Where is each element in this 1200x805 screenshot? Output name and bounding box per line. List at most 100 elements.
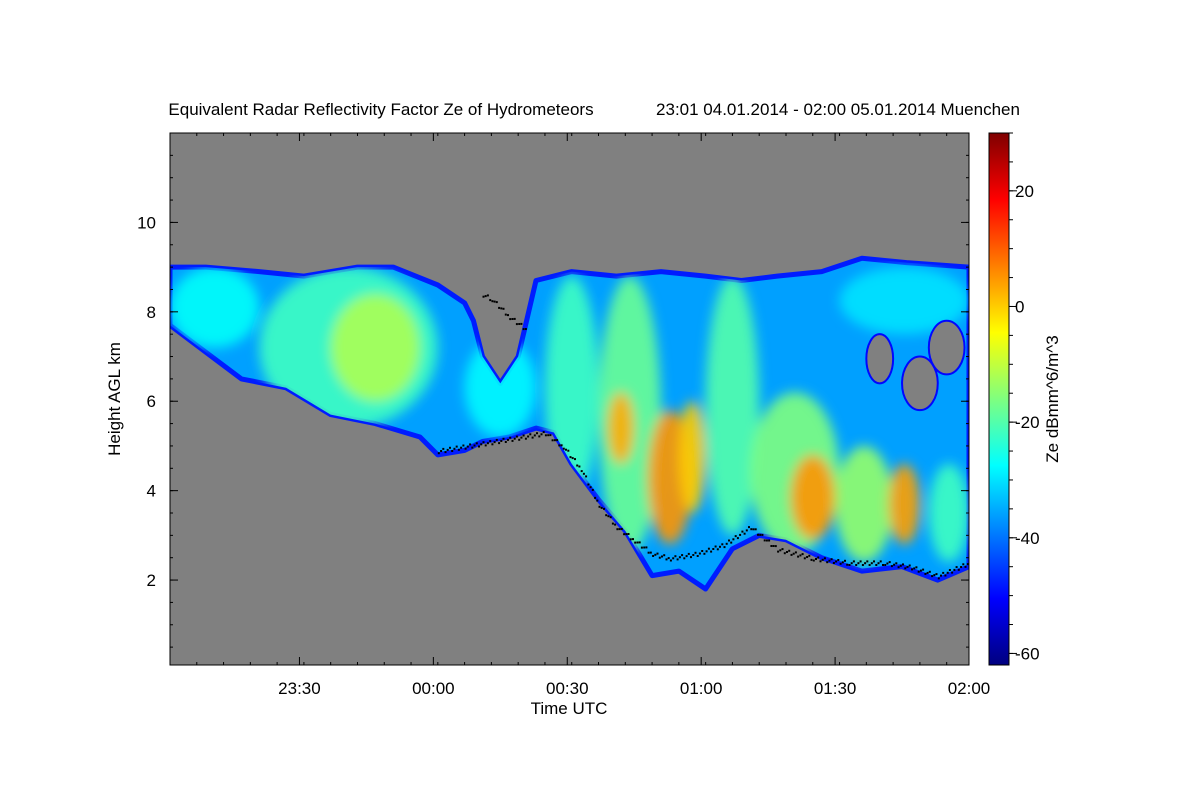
x-tick-label: 02:00	[948, 679, 991, 698]
melting-layer-dot	[498, 306, 501, 309]
melting-layer-dot	[580, 470, 583, 473]
melting-layer-dot	[663, 554, 666, 557]
melting-layer-dot	[728, 539, 730, 542]
melting-layer-dot	[935, 573, 938, 576]
melting-layer-dot	[565, 448, 567, 451]
melting-layer-dot	[658, 556, 661, 559]
melting-layer-dot	[844, 559, 846, 562]
melting-layer-dot	[562, 447, 565, 450]
melting-layer-dot	[609, 516, 612, 519]
melting-layer-dot	[942, 571, 945, 574]
melting-layer-dot	[596, 499, 599, 502]
melting-layer-dot	[828, 559, 831, 562]
melting-layer-dot	[520, 322, 523, 325]
melting-layer-dot	[725, 542, 728, 545]
x-axis: 23:30 00:00 00:30 01:00 01:30 02:00	[169, 133, 991, 698]
melting-layer-dot	[948, 569, 951, 571]
melting-layer-dot	[509, 436, 512, 439]
melting-layer-dot	[770, 545, 773, 547]
melting-layer-dot	[484, 444, 487, 447]
melting-layer-dot	[837, 559, 840, 561]
melting-layer-dot	[495, 301, 498, 304]
melting-layer-dot	[484, 295, 487, 298]
melting-layer-dot	[493, 300, 496, 303]
chart-subtitle: 23:01 04.01.2014 - 02:00 05.01.2014 Muen…	[656, 100, 1020, 119]
melting-layer-dot	[536, 432, 538, 435]
y-tick-label: 8	[147, 303, 156, 322]
melting-layer-dot	[788, 549, 791, 552]
melting-layer-dot	[830, 558, 833, 561]
melting-layer-dot	[625, 533, 628, 536]
melting-layer-dot	[692, 554, 695, 556]
melting-layer-dot	[736, 537, 739, 540]
reflectivity-core	[835, 445, 894, 563]
melting-layer-dot	[723, 546, 726, 549]
melting-layer-dot	[819, 560, 822, 563]
melting-layer-dot	[960, 566, 963, 568]
chart-title: Equivalent Radar Reflectivity Factor Ze …	[168, 100, 593, 119]
colorbar: 20 0 -20 -40 -60 Ze dBmm^6/m^3	[988, 132, 1062, 666]
y-tick-label: 10	[137, 213, 156, 232]
melting-layer-dot	[957, 568, 960, 571]
melting-layer-dot	[808, 554, 811, 557]
melting-layer-dot	[491, 300, 494, 303]
melting-layer-dot	[623, 533, 626, 536]
melting-layer-dot	[846, 563, 849, 566]
melting-layer-markers	[437, 294, 969, 580]
colorbar-fill	[988, 132, 1010, 666]
melting-layer-dot	[875, 564, 878, 566]
melting-layer-dot	[750, 528, 753, 531]
melting-layer-dot	[518, 438, 521, 441]
melting-layer-dot	[698, 552, 701, 555]
melting-layer-dot	[449, 446, 451, 449]
melting-layer-dot	[500, 440, 503, 442]
melting-layer-dot	[507, 438, 509, 441]
melting-layer-dot	[462, 444, 465, 447]
melting-layer-dot	[513, 317, 516, 320]
melting-layer-dot	[922, 568, 925, 571]
melting-layer-dot	[765, 539, 768, 542]
melting-layer-dot	[955, 566, 958, 569]
melting-layer-dot	[475, 442, 478, 445]
melting-layer-dot	[783, 552, 786, 555]
melting-layer-dot	[739, 533, 742, 536]
melting-layer-dot	[685, 555, 688, 558]
reflectivity-core	[888, 463, 920, 545]
y-tick-label: 2	[147, 571, 156, 590]
melting-layer-dot	[451, 450, 454, 452]
x-tick-label: 01:00	[680, 679, 723, 698]
melting-layer-dot	[569, 456, 572, 459]
melting-layer-dot	[587, 483, 590, 486]
melting-layer-dot	[649, 551, 652, 554]
melting-layer-dot	[904, 567, 907, 570]
melting-layer-dot	[774, 545, 777, 548]
melting-layer-dot	[701, 550, 704, 552]
melting-layer-dot	[859, 560, 862, 563]
melting-layer-dot	[850, 562, 853, 565]
melting-layer-dot	[687, 552, 690, 555]
melting-layer-dot	[714, 545, 717, 548]
colorbar-tick-label: 20	[1015, 182, 1034, 201]
melting-layer-dot	[823, 557, 826, 560]
melting-layer-dot	[848, 564, 851, 566]
melting-layer-dot	[888, 561, 891, 564]
melting-layer-dot	[877, 562, 880, 565]
melting-layer-dot	[772, 545, 775, 547]
melting-layer-dot	[759, 533, 762, 536]
melting-layer-dot	[852, 560, 855, 563]
melting-layer-dot	[504, 441, 507, 443]
melting-layer-dot	[661, 555, 663, 558]
melting-layer-dot	[826, 561, 829, 564]
melting-layer-dot	[748, 526, 750, 529]
melting-layer-dot	[446, 448, 449, 451]
melting-layer-dot	[681, 554, 684, 557]
melting-layer-dot	[647, 551, 650, 554]
melting-layer-dot	[962, 563, 965, 566]
colorbar-tick-label: -60	[1015, 644, 1040, 663]
reflectivity-core	[464, 338, 537, 437]
melting-layer-dot	[652, 555, 655, 557]
melting-layer-dot	[866, 560, 869, 563]
melting-layer-dot	[895, 562, 898, 565]
y-axis-label: Height AGL km	[105, 342, 124, 456]
melting-layer-dot	[511, 318, 514, 320]
